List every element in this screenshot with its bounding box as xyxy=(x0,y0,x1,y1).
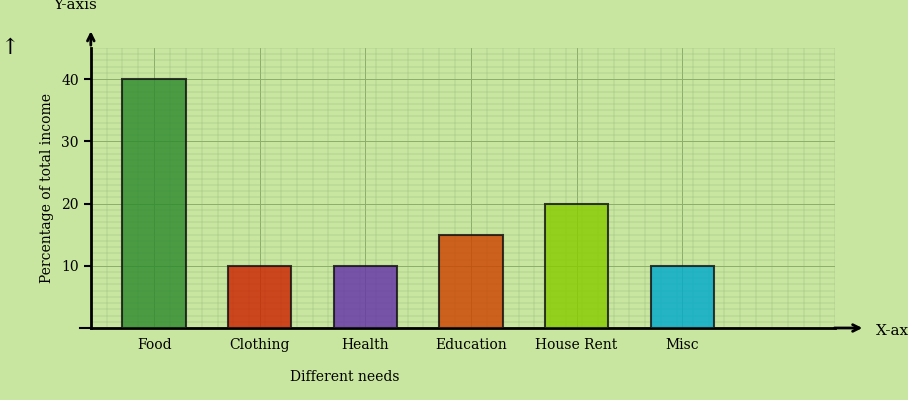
Bar xyxy=(228,266,291,328)
Bar xyxy=(334,266,397,328)
Bar xyxy=(439,235,503,328)
Text: ↑: ↑ xyxy=(0,37,18,59)
Bar xyxy=(650,266,714,328)
Text: Y-axis: Y-axis xyxy=(54,0,97,12)
Text: X-axis: X-axis xyxy=(876,324,908,338)
Bar xyxy=(123,79,186,328)
Text: Different needs: Different needs xyxy=(291,370,400,384)
Bar xyxy=(545,204,608,328)
Y-axis label: Percentage of total income: Percentage of total income xyxy=(41,93,54,283)
